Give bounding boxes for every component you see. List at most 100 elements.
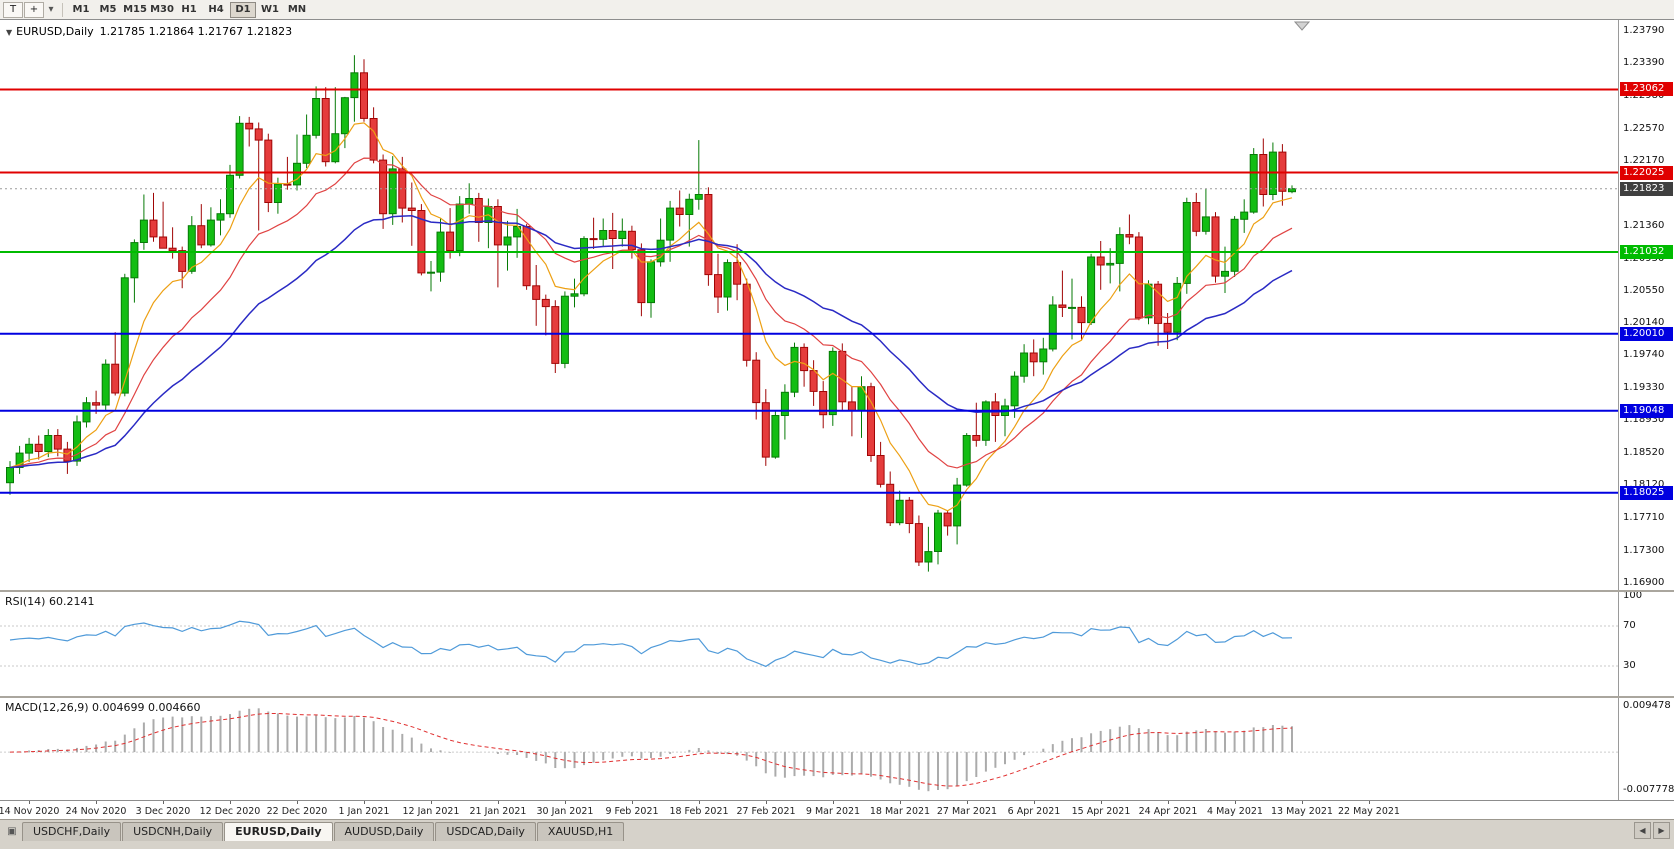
candle-body (235, 122, 244, 176)
candle-body (168, 247, 177, 252)
candle (1087, 253, 1096, 325)
tab-navigation: ◀ ▶ (1634, 822, 1670, 839)
price-axis-label: 1.18120 (1623, 479, 1665, 490)
date-tick (1235, 801, 1236, 804)
candle (503, 220, 512, 271)
chart-tabs: USDCHF,Daily USDCNH,Daily EURUSD,Daily AUDU… (22, 822, 625, 841)
chart-tab-audusd[interactable]: AUDUSD,Daily (333, 822, 435, 841)
candle (379, 154, 388, 229)
candle (761, 389, 770, 466)
price-axis[interactable]: 1.237901.233901.229801.225701.221701.217… (1619, 0, 1674, 800)
chart-tab-xauusd[interactable]: XAUUSD,H1 (536, 822, 625, 841)
candle (647, 259, 655, 318)
candle-body (513, 226, 522, 238)
price-axis-label: 1.23790 (1623, 25, 1665, 36)
date-tick (364, 801, 365, 804)
candle-body (1077, 306, 1086, 324)
chart-tab-usdcnh[interactable]: USDCNH,Daily (122, 822, 224, 841)
candle (293, 134, 301, 191)
candle-body (1010, 375, 1019, 407)
chart-windows-icon[interactable]: ▣ (7, 826, 17, 837)
candle (427, 261, 435, 292)
chart-shift-marker-icon[interactable] (1293, 21, 1311, 31)
candle-body (1240, 211, 1249, 220)
candle (82, 397, 91, 428)
price-chart-canvas[interactable] (0, 0, 1674, 800)
candle (1039, 337, 1048, 375)
candle-body (455, 203, 464, 252)
date-axis[interactable]: 14 Nov 2020 24 Nov 2020 3 Dec 2020 12 Dec 2… (0, 800, 1674, 819)
chart-tab-usdcad[interactable]: USDCAD,Daily (435, 822, 536, 841)
candle (216, 199, 225, 236)
candle (1221, 246, 1229, 293)
candle-body (407, 207, 416, 212)
candle-body (570, 293, 579, 297)
candle-body (350, 72, 359, 99)
candle (446, 208, 455, 259)
candle (800, 343, 809, 387)
candle-body (53, 435, 62, 450)
candle (532, 265, 541, 326)
ma-line-34 (9, 215, 1293, 469)
timeframe-button-m5[interactable]: M5 (95, 2, 121, 18)
date-tick (766, 801, 767, 804)
timeframe-button-h4[interactable]: H4 (203, 2, 229, 18)
timeframe-button-w1[interactable]: W1 (257, 2, 283, 18)
candle (1249, 148, 1258, 214)
candle (1020, 344, 1029, 383)
candle-body (6, 467, 14, 484)
candle (73, 415, 81, 466)
candle-body (197, 225, 206, 246)
candle (1001, 398, 1009, 437)
candle (159, 201, 168, 249)
candle (742, 278, 751, 367)
tab-scroll-left-icon[interactable]: ◀ (1634, 822, 1651, 839)
timeframe-button-d1[interactable]: D1 (230, 1, 256, 18)
candle-body (254, 128, 263, 141)
chart-tab-eurusd[interactable]: EURUSD,Daily (224, 822, 333, 841)
collapse-chart-icon[interactable]: ▼ (6, 28, 13, 37)
date-axis-label: 6 Apr 2021 (1007, 806, 1061, 817)
date-axis-label: 24 Nov 2020 (65, 806, 127, 817)
level-price-badge: 1.18025 (1620, 486, 1673, 500)
date-tick (29, 801, 30, 804)
tab-scroll-right-icon[interactable]: ▶ (1653, 822, 1670, 839)
candle-body (101, 363, 110, 406)
candle-body (589, 238, 598, 241)
candle-body (800, 346, 809, 372)
candle-body (1259, 154, 1268, 195)
timeframe-button-m30[interactable]: M30 (149, 2, 175, 18)
candle (1115, 227, 1124, 292)
panel-splitter-rsi[interactable] (0, 590, 1674, 592)
candle (493, 199, 502, 288)
date-axis-label: 18 Feb 2021 (669, 806, 729, 817)
candle (541, 294, 550, 336)
candle-body (474, 198, 483, 223)
timeframe-button-mn[interactable]: MN (284, 2, 310, 18)
candle (1182, 197, 1191, 294)
candle (197, 204, 206, 249)
candle-body (847, 401, 856, 412)
candle-body (273, 183, 282, 204)
candle-body (1221, 270, 1229, 277)
text-tool-button[interactable]: T (3, 1, 23, 18)
candle-body (1249, 154, 1258, 213)
candle-body (685, 198, 694, 216)
candle (1096, 241, 1105, 290)
panel-splitter-macd[interactable] (0, 696, 1674, 698)
candle-body (560, 295, 569, 364)
candle (771, 410, 780, 459)
date-axis-label: 27 Feb 2021 (736, 806, 796, 817)
timeframe-button-m1[interactable]: M1 (68, 2, 94, 18)
candle (714, 253, 722, 313)
candle (886, 471, 895, 526)
timeframe-button-h1[interactable]: H1 (176, 2, 202, 18)
timeframe-button-m15[interactable]: M15 (122, 2, 148, 18)
price-axis-label: 1.19330 (1623, 382, 1665, 393)
candle-body (1173, 282, 1182, 333)
candle (226, 164, 234, 218)
dropdown-arrow-icon[interactable]: ▾ (45, 2, 57, 18)
crosshair-tool-icon[interactable]: + (24, 1, 44, 18)
candle (1230, 216, 1239, 277)
chart-tab-usdchf[interactable]: USDCHF,Daily (22, 822, 122, 841)
